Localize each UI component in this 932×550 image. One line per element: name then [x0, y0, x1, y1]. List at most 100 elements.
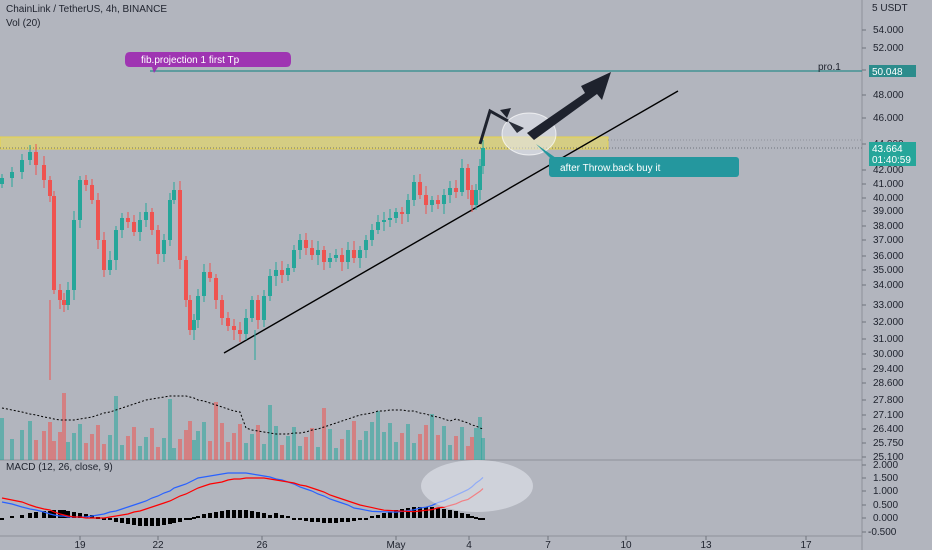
candle-body [58, 290, 62, 300]
candle-body [192, 320, 196, 330]
candle-body [28, 152, 32, 160]
macd-histogram-bar [10, 516, 14, 518]
macd-histogram-bar [430, 507, 434, 518]
candle-body [96, 200, 100, 240]
macd-histogram-bar [358, 518, 362, 520]
macd-histogram-bar [481, 518, 485, 520]
candle-body [412, 182, 416, 200]
candle-body [156, 230, 160, 254]
fib-label-bubble[interactable] [125, 52, 291, 73]
candle-body [144, 212, 148, 220]
volume-bar [138, 446, 142, 460]
candle-body [126, 218, 130, 222]
volume-bar [268, 405, 272, 460]
time-tick-label: 7 [545, 540, 551, 550]
price-scale[interactable] [862, 0, 932, 550]
price-tick-label: 27.100 [873, 410, 904, 421]
volume-bar [340, 439, 344, 460]
volume-bar [394, 442, 398, 460]
volume-ma-line [1, 395, 484, 435]
main-pane[interactable] [0, 0, 862, 460]
candle-body [274, 270, 278, 276]
macd-histogram-bar [274, 513, 278, 518]
macd-histogram-bar [424, 507, 428, 518]
volume-bar [298, 446, 302, 460]
candlestick-series[interactable] [0, 140, 485, 380]
target-price-tag-text: 50.048 [872, 67, 903, 78]
candle-body [84, 180, 88, 185]
throwback-label-bubble[interactable] [549, 157, 739, 177]
price-tick-label: 25.100 [873, 452, 904, 463]
macd-histogram-bar [102, 518, 106, 520]
candle-body [10, 172, 14, 178]
candle-body [298, 240, 302, 250]
macd-histogram-bar [412, 507, 416, 518]
macd-histogram-bar [454, 511, 458, 518]
candle-body [34, 152, 38, 165]
volume-bar [132, 427, 136, 460]
macd-histogram-bar [66, 511, 70, 518]
volume-bar [382, 432, 386, 460]
volume-bar [66, 442, 70, 460]
volume-bar [292, 427, 296, 460]
volume-bar [220, 423, 224, 460]
candle-body [214, 278, 218, 300]
macd-histogram-bar [114, 518, 118, 522]
volume-bar [168, 399, 172, 460]
currency-label[interactable]: 5 USDT [872, 3, 908, 14]
macd-highlight-ellipse[interactable] [421, 460, 533, 512]
candle-body [454, 188, 458, 192]
price-tick-label: 28.600 [873, 378, 904, 389]
volume-bar [0, 418, 4, 460]
volume-bar [114, 396, 118, 460]
volume-bar [108, 435, 112, 460]
candle-body [244, 318, 248, 334]
candle-body [66, 290, 70, 305]
macd-histogram-bar [0, 518, 4, 520]
candle-body [268, 276, 272, 296]
candle-body [376, 222, 380, 230]
time-axis-ticks: 19 22 26 May 4 7 10 13 17 [74, 536, 812, 550]
macd-histogram-bar [448, 510, 452, 518]
macd-histogram-bar [188, 518, 192, 520]
macd-indicator-label[interactable]: MACD (12, 26, close, 9) [6, 462, 113, 473]
trend-line[interactable] [223, 90, 679, 354]
macd-histogram-bar [244, 510, 248, 518]
volume-bar [376, 411, 380, 460]
macd-histogram-bar [156, 518, 160, 526]
macd-histogram-bar [304, 518, 308, 521]
path-arrow-up[interactable] [478, 108, 509, 145]
volume-bar [250, 434, 254, 460]
macd-histogram-bar [42, 511, 46, 518]
volume-bar [256, 425, 260, 460]
macd-histogram-bar [184, 518, 188, 520]
macd-histogram-bar [406, 508, 410, 518]
candle-body [226, 318, 230, 326]
macd-series [0, 472, 485, 526]
fib-label-text: fib.projection 1 first Tp [141, 55, 240, 66]
price-tick-label: 31.000 [873, 334, 904, 345]
macd-histogram-bar [292, 518, 296, 520]
volume-bar [178, 439, 182, 460]
big-target-arrow[interactable] [527, 72, 611, 140]
time-tick-label: 13 [700, 540, 712, 550]
macd-histogram-bar [52, 510, 56, 518]
macd-histogram-bar [138, 518, 142, 526]
macd-histogram-bar [108, 518, 112, 520]
volume-indicator-label[interactable]: Vol (20) [6, 18, 40, 29]
price-tick-label: 30.000 [873, 349, 904, 360]
volume-bar [226, 442, 230, 460]
volume-bar [412, 443, 416, 460]
candle-body [340, 255, 344, 262]
volume-bar [286, 436, 290, 460]
macd-line [1, 472, 484, 518]
candle-body [168, 200, 172, 240]
macd-histogram-bar [62, 510, 66, 518]
volume-bar [144, 437, 148, 460]
resistance-zone[interactable] [0, 136, 609, 150]
candle-body [316, 250, 320, 255]
macd-tick-label: 0.000 [873, 513, 898, 524]
volume-bar [162, 438, 166, 460]
volume-bar [334, 448, 338, 460]
